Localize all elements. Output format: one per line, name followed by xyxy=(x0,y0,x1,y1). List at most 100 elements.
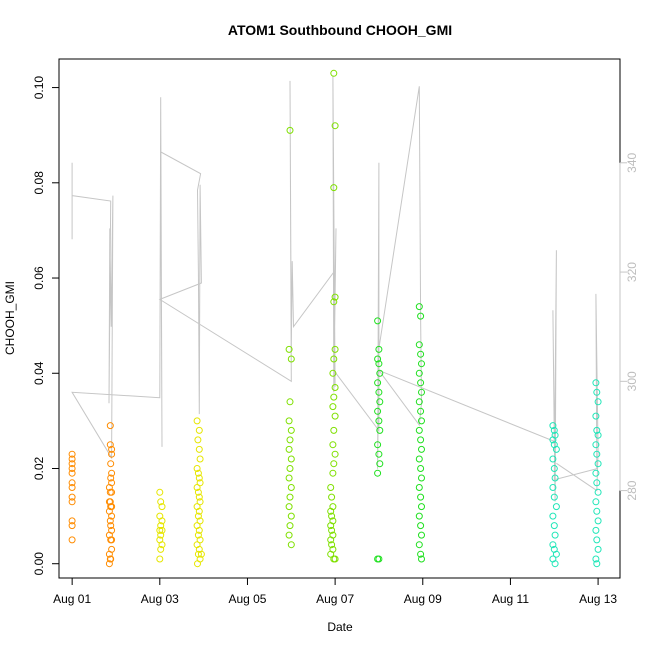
scatter-point xyxy=(592,441,600,449)
scatter-point xyxy=(374,317,382,325)
scatter-point xyxy=(376,369,384,377)
scatter-point xyxy=(106,498,114,506)
scatter-point xyxy=(549,455,557,463)
scatter-point xyxy=(106,441,114,449)
scatter-point xyxy=(415,303,423,311)
y-axis: 0.00 0.02 0.04 0.06 0.08 0.10 xyxy=(32,76,60,576)
scatter-point xyxy=(592,526,600,534)
scatter-point xyxy=(592,555,600,563)
scatter-point xyxy=(592,379,600,387)
scatter-point xyxy=(285,531,293,539)
scatter-point xyxy=(551,531,559,539)
scatter-point xyxy=(593,388,601,396)
x-axis: Aug 01 Aug 03 Aug 05 Aug 07 Aug 09 Aug 11 Aug … xyxy=(53,577,617,606)
scatter-point xyxy=(330,69,338,77)
scatter-point xyxy=(374,355,382,363)
scatter-point xyxy=(329,369,337,377)
scatter-point xyxy=(287,426,295,434)
scatter-point xyxy=(68,517,76,525)
y2-tick-label: 280 xyxy=(625,480,639,500)
scatter-point xyxy=(374,555,382,563)
scatter-point xyxy=(68,522,76,530)
scatter-point xyxy=(68,460,76,468)
scatter-point xyxy=(105,560,113,568)
y-tick-label: 0.00 xyxy=(32,552,46,576)
scatter-point xyxy=(285,345,293,353)
scatter-point xyxy=(330,184,338,192)
scatter-point xyxy=(158,517,166,525)
scatter-point xyxy=(594,431,602,439)
chart-title: ATOM1 Southbound CHOOH_GMI xyxy=(228,22,452,38)
scatter-point xyxy=(418,417,425,425)
x-tick-label: Aug 13 xyxy=(579,592,617,606)
scatter-point xyxy=(195,474,203,482)
scatter-point xyxy=(68,498,76,506)
scatter-point xyxy=(68,484,76,491)
scatter-point xyxy=(287,484,295,491)
y-tick-label: 0.06 xyxy=(32,266,46,290)
scatter-point xyxy=(285,445,293,453)
scatter-point xyxy=(415,369,423,377)
scatter-point xyxy=(156,555,164,563)
scatter-point xyxy=(108,488,116,496)
scatter-point xyxy=(68,469,76,477)
scatter-point xyxy=(68,465,76,472)
scatter-point xyxy=(107,474,115,482)
scatter-point xyxy=(194,512,202,520)
scatter-point xyxy=(68,536,76,544)
x-tick-label: Aug 01 xyxy=(53,592,91,606)
scatter-point xyxy=(107,555,115,563)
y-tick-label: 0.04 xyxy=(32,361,46,385)
scatter-point xyxy=(157,522,165,530)
scatter-point xyxy=(551,560,559,568)
scatter-point xyxy=(329,441,337,449)
scatter-point xyxy=(330,460,338,468)
scatter-point xyxy=(193,484,201,491)
scatter-point xyxy=(331,122,339,130)
scatter-point xyxy=(194,550,202,558)
scatter-point xyxy=(195,507,203,515)
scatter-point xyxy=(286,522,294,530)
scatter-point xyxy=(328,526,336,534)
scatter-point xyxy=(415,455,423,463)
scatter-point xyxy=(418,388,425,396)
scatter-point xyxy=(331,412,339,420)
scatter-point xyxy=(593,450,601,458)
scatter-point xyxy=(551,474,559,482)
scatter-point xyxy=(418,503,425,511)
scatter-point xyxy=(593,426,601,434)
scatter-point xyxy=(108,445,116,453)
scatter-point xyxy=(194,488,202,496)
x-axis-label: Date xyxy=(327,620,353,634)
scatter-point xyxy=(157,498,165,506)
scatter-point xyxy=(193,417,201,425)
scatter-point xyxy=(327,550,335,558)
scatter-point xyxy=(68,479,76,487)
secondary-series-line xyxy=(71,75,599,502)
scatter-point xyxy=(375,360,383,368)
y2-tick-label: 320 xyxy=(625,262,639,282)
scatter-point xyxy=(286,465,294,472)
scatter-point xyxy=(158,526,166,534)
scatter-point xyxy=(287,541,295,549)
scatter-point xyxy=(156,488,164,496)
scatter-point xyxy=(592,469,600,477)
scatter-point xyxy=(285,503,293,511)
scatter-point xyxy=(327,536,335,544)
scatter-point xyxy=(286,436,294,444)
scatter-point xyxy=(375,345,383,353)
scatter-point xyxy=(415,512,423,520)
scatter-point xyxy=(593,560,601,568)
scatter-point xyxy=(552,445,560,453)
scatter-point xyxy=(328,493,336,501)
scatter-point xyxy=(158,503,166,511)
scatter-point xyxy=(68,455,76,463)
scatter-point xyxy=(329,469,337,477)
scatter-point xyxy=(417,550,425,558)
scatter-point xyxy=(68,493,76,501)
x-tick-label: Aug 11 xyxy=(492,592,529,606)
scatter-point xyxy=(415,341,423,349)
scatter-point xyxy=(417,312,425,320)
scatter-point xyxy=(108,536,116,544)
